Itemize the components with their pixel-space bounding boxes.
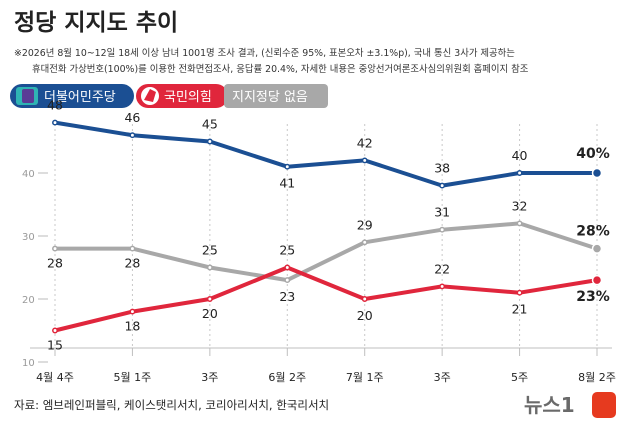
x-tick-label: 5주	[511, 371, 528, 384]
data-label-ppp: 22	[434, 261, 450, 276]
data-point-none	[206, 264, 213, 271]
data-label-democratic: 48	[47, 98, 63, 113]
brand-badge-icon	[592, 392, 616, 418]
legend-label-ppp: 국민의힘	[164, 90, 212, 105]
data-point-ppp	[361, 296, 368, 302]
data-point-democratic	[439, 182, 446, 189]
x-tick-label: 3주	[434, 371, 451, 384]
data-label-ppp: 20	[357, 308, 373, 323]
data-point-ppp	[516, 289, 523, 296]
data-label-none: 29	[357, 217, 373, 232]
data-label-democratic: 40	[512, 148, 528, 163]
data-point-none	[361, 239, 368, 246]
series-line-ppp	[53, 265, 599, 333]
data-label-democratic: 46	[124, 110, 140, 125]
data-label-democratic: 41	[279, 176, 295, 191]
data-point-democratic	[516, 170, 523, 176]
brand-name: 뉴스1	[524, 393, 575, 417]
data-point-none	[439, 226, 446, 233]
legend-item-none: 지지정당 없음	[224, 84, 328, 108]
data-label-democratic: 38	[434, 161, 450, 176]
data-label-ppp: 20	[202, 306, 218, 321]
legend: 더불어민주당 국민의힘 지지정당 없음	[10, 84, 328, 108]
x-tick-label: 4월 4주	[36, 371, 74, 384]
data-label-none: 23	[279, 289, 295, 304]
data-point-none	[284, 277, 291, 284]
data-label-ppp: 21	[512, 302, 528, 317]
data-point-ppp	[129, 308, 136, 315]
data-point-none	[52, 245, 58, 252]
data-label-democratic: 45	[202, 117, 218, 132]
x-tick-label: 6월 2주	[268, 371, 306, 384]
y-tick-label: 40	[22, 169, 35, 180]
data-label-ppp: 18	[124, 319, 140, 334]
y-tick-label: 20	[22, 295, 35, 306]
data-point-ppp	[591, 274, 603, 286]
data-label-ppp: 25	[279, 243, 295, 258]
data-label-none: 25	[202, 243, 218, 258]
x-tick-label: 8월 2주	[578, 371, 616, 384]
data-point-ppp	[439, 283, 446, 290]
data-label-none: 32	[512, 198, 528, 213]
data-label-ppp: 15	[47, 338, 63, 353]
data-point-ppp	[52, 327, 58, 334]
data-point-democratic	[129, 132, 136, 139]
data-label-none: 28	[47, 256, 63, 271]
data-point-ppp	[206, 296, 213, 302]
source-text: 자료: 엠브레인퍼블릭, 케이스탯리서치, 코리아리서치, 한국리서치	[14, 398, 329, 412]
data-label-democratic: 40%	[576, 146, 610, 162]
legend-item-ppp: 국민의힘	[136, 84, 228, 108]
data-point-democratic	[52, 119, 58, 126]
data-point-democratic	[361, 157, 368, 164]
survey-note-line2: 휴대전화 가상번호(100%)를 이용한 전화면접조사, 응답률 20.4%, …	[32, 63, 529, 75]
data-point-democratic	[284, 163, 291, 170]
chart-title: 정당 지지도 추이	[14, 10, 178, 36]
data-label-ppp: 23%	[576, 289, 610, 305]
legend-label-none: 지지정당 없음	[232, 90, 308, 105]
data-point-ppp	[284, 264, 291, 271]
data-point-democratic	[591, 167, 603, 179]
y-tick-label: 10	[22, 358, 35, 369]
series-line-none	[53, 221, 599, 283]
legend-item-democratic: 더불어민주당	[10, 84, 134, 108]
brand-logo: 뉴스1	[524, 392, 616, 418]
survey-note-line1: ※2026년 8월 10~12일 18세 이상 남녀 1001명 조사 결과, …	[14, 47, 515, 59]
y-tick-label: 30	[22, 232, 35, 243]
data-label-democratic: 42	[357, 135, 373, 150]
series-line-democratic	[53, 120, 599, 188]
data-point-none	[591, 243, 603, 254]
x-tick-label: 5월 1주	[114, 371, 152, 384]
data-label-none: 28%	[576, 224, 610, 240]
data-label-none: 31	[434, 205, 450, 220]
x-tick-label: 3주	[201, 371, 218, 384]
data-point-none	[516, 220, 523, 227]
data-point-democratic	[206, 138, 213, 145]
data-label-none: 28	[124, 256, 140, 271]
x-tick-label: 7월 1주	[346, 371, 384, 384]
legend-label-democratic: 더불어민주당	[44, 90, 116, 105]
data-point-none	[129, 245, 136, 252]
